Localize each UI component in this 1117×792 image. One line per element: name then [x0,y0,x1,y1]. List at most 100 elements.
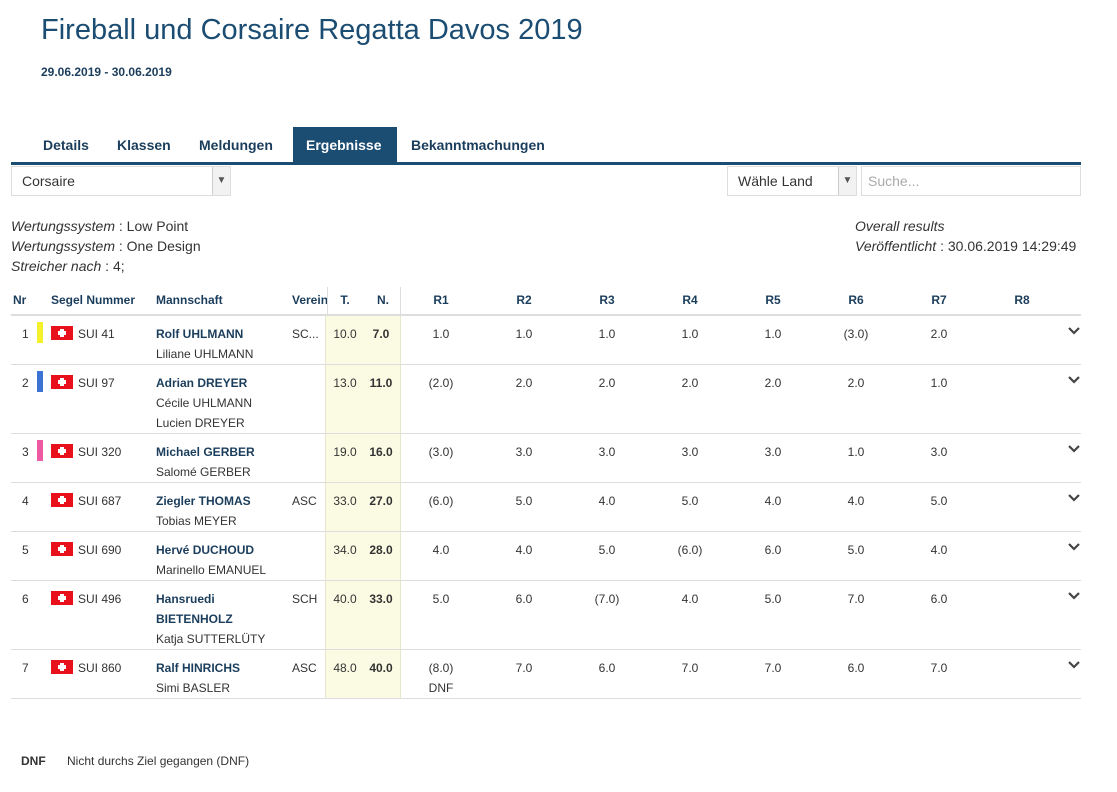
header-race-8[interactable]: R8 [1014,293,1030,307]
header-race-5[interactable]: R5 [765,293,781,307]
header-race-3[interactable]: R3 [599,293,615,307]
chevron-down-icon[interactable] [1067,540,1081,554]
header-nr[interactable]: Nr [13,293,27,307]
race-result: 7.0 [660,658,720,678]
chevron-down-icon: ▼ [838,167,856,195]
race-result: (7.0) [577,589,637,609]
chevron-down-icon: ▼ [212,167,230,195]
skipper-name[interactable]: Hervé DUCHOUD [156,543,255,557]
header-total[interactable]: T. [340,293,350,307]
race-result: 4.0 [411,540,471,560]
skipper-name[interactable]: Michael GERBER [156,445,255,459]
race-score: (7.0) [594,592,620,606]
race-score: (6.0) [677,543,703,557]
tab-meldungen[interactable]: Meldungen [199,137,273,153]
table-row[interactable]: 1 SUI 41 Rolf UHLMANN Liliane UHLMANN SC... 1… [11,316,1081,365]
skipper-name[interactable]: Adrian DREYER [156,376,248,390]
race-score: 4.0 [764,494,782,508]
race-score: 5.0 [930,494,948,508]
race-result: 7.0 [494,658,554,678]
race-result: 3.0 [577,442,637,462]
header-net[interactable]: N. [377,293,389,307]
table-row[interactable]: 2 SUI 97 Adrian DREYER Cécile UHLMANN Lucien… [11,365,1081,434]
club: ASC [292,661,317,675]
race-result: 1.0 [909,373,969,393]
race-result: 4.0 [826,491,886,511]
net-points: 16.0 [369,445,393,459]
tab-klassen[interactable]: Klassen [117,137,171,153]
race-result: 4.0 [577,491,637,511]
crew-member-name: Liliane UHLMANN [156,347,254,361]
tab-ergebnisse[interactable]: Ergebnisse [293,127,397,162]
crew-member-name: Tobias MEYER [156,514,237,528]
skipper-name[interactable]: BIETENHOLZ [156,612,233,626]
legend-text: Nicht durchs Ziel gegangen (DNF) [67,754,250,768]
race-result: (6.0) [411,491,471,511]
skipper-name[interactable]: Ziegler THOMAS [156,494,251,508]
chevron-down-icon[interactable] [1067,373,1081,387]
swiss-flag-icon [51,326,73,340]
swiss-flag-icon [51,660,73,674]
race-result: 5.0 [826,540,886,560]
table-row[interactable]: 4 SUI 687 Ziegler THOMAS Tobias MEYER ASC 33.… [11,483,1081,532]
rank: 2 [22,376,29,390]
header-crew[interactable]: Mannschaft [156,293,223,307]
class-select[interactable]: Corsaire ▼ [11,166,231,196]
race-result: 4.0 [909,540,969,560]
chevron-down-icon[interactable] [1067,491,1081,505]
chevron-down-icon[interactable] [1067,658,1081,672]
swiss-flag-icon [51,444,73,458]
race-score: 4.0 [681,592,699,606]
chevron-down-icon[interactable] [1067,589,1081,603]
table-row[interactable]: 5 SUI 690 Hervé DUCHOUD Marinello EMANUEL 34… [11,532,1081,581]
net-points: 7.0 [372,327,390,341]
rank: 4 [22,494,29,508]
race-score: 4.0 [847,494,865,508]
header-sail-number[interactable]: Segel Nummer [51,293,136,307]
race-result: (6.0) [660,540,720,560]
tab-bekanntmachungen[interactable]: Bekanntmachungen [411,137,545,153]
skipper-name[interactable]: Rolf UHLMANN [156,327,244,341]
crew-cell: Hervé DUCHOUD Marinello EMANUEL [156,540,286,580]
overall-results-label: Overall results [855,218,945,234]
table-row[interactable]: 3 SUI 320 Michael GERBER Salomé GERBER 19.0 1… [11,434,1081,483]
header-race-6[interactable]: R6 [848,293,864,307]
skipper-name[interactable]: Ralf HINRICHS [156,661,241,675]
tab-bar: Details Klassen Meldungen Ergebnisse Bek… [11,127,1081,165]
race-result: 1.0 [743,324,803,344]
race-result: 3.0 [660,442,720,462]
legend-code: DNF [21,754,46,768]
tab-details[interactable]: Details [43,137,89,153]
race-score: 1.0 [432,327,450,341]
race-result: 1.0 [494,324,554,344]
net-points: 27.0 [369,494,393,508]
header-race-7[interactable]: R7 [931,293,947,307]
table-row[interactable]: 7 SUI 860 Ralf HINRICHS Simi BASLER ASC 48.0 4… [11,650,1081,699]
skipper-name[interactable]: Hansruedi [156,592,215,606]
table-row[interactable]: 6 SUI 496 Hansruedi BIETENHOLZ Katja SUTTERL… [11,581,1081,650]
country-select[interactable]: Wähle Land ▼ [727,166,857,196]
chevron-down-icon[interactable] [1067,324,1081,338]
boat-color-marker [37,440,43,461]
header-race-2[interactable]: R2 [516,293,532,307]
crew-member-name: Lucien DREYER [156,416,245,430]
header-club[interactable]: Verein [292,293,329,307]
race-score: 4.0 [432,543,450,557]
points-column-highlight [325,316,401,699]
race-result: 2.0 [909,324,969,344]
chevron-down-icon[interactable] [1067,442,1081,456]
race-result: 7.0 [826,589,886,609]
rank: 3 [22,445,29,459]
race-score: 7.0 [764,661,782,675]
race-result: 4.0 [494,540,554,560]
race-score: (6.0) [428,494,454,508]
header-race-4[interactable]: R4 [682,293,698,307]
race-score: 7.0 [515,661,533,675]
race-score: 7.0 [681,661,699,675]
race-score: 1.0 [681,327,699,341]
header-race-1[interactable]: R1 [433,293,449,307]
race-score: 2.0 [598,376,616,390]
race-result: 7.0 [909,658,969,678]
class-select-value: Corsaire [22,173,75,189]
search-input[interactable] [861,166,1081,196]
